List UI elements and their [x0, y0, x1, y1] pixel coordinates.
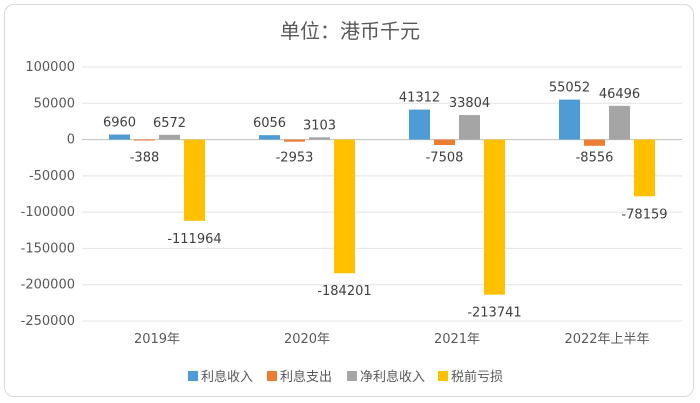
data-label: 3103: [303, 118, 336, 133]
x-axis: 2019年 2020年 2021年 2022年上半年: [134, 332, 650, 347]
bar-净利息收入-2020年: [309, 137, 330, 140]
data-label: -213741: [467, 306, 521, 321]
legend-label: 利息支出: [280, 369, 332, 385]
x-tick-label: 2022年上半年: [564, 332, 649, 347]
legend-swatch: [347, 371, 357, 381]
data-label: 6056: [253, 116, 286, 131]
bar-利息收入-2021年: [409, 109, 430, 140]
x-tick-label: 2019年: [134, 332, 180, 347]
bar-利息支出-2021年: [434, 139, 455, 146]
legend-label: 净利息收入: [360, 369, 425, 385]
data-labels: 6960 -388 6572 -111964 6056 -2953 3103 -184201 4…: [103, 81, 668, 321]
data-label: -8556: [576, 151, 614, 166]
data-label: 41312: [399, 91, 440, 106]
data-label: 46496: [599, 87, 640, 102]
data-label: 6572: [153, 116, 186, 131]
data-label: -388: [130, 151, 160, 166]
bar-净利息收入-2021年: [459, 115, 480, 140]
y-tick-label: -200000: [21, 278, 75, 293]
y-tick-label: -150000: [21, 241, 75, 256]
legend-label: 利息收入: [201, 369, 253, 385]
legend-swatch: [188, 371, 198, 381]
bar-利息收入-2019年: [109, 134, 130, 140]
bar-净利息收入-2022年上半年: [609, 105, 630, 140]
legend: 利息收入 利息支出 净利息收入 税前亏损: [188, 369, 503, 385]
data-label: 6960: [103, 116, 136, 131]
data-label: -2953: [276, 151, 314, 166]
x-tick-label: 2021年: [434, 332, 480, 347]
y-tick-label: 100000: [25, 60, 75, 75]
bar-税前亏损-2022年上半年: [634, 139, 655, 197]
bar-利息收入-2020年: [259, 135, 280, 140]
legend-label: 税前亏损: [451, 369, 503, 385]
data-label: 33804: [449, 96, 490, 111]
y-tick-label: 0: [67, 133, 75, 148]
data-label: -7508: [426, 151, 464, 166]
legend-swatch: [438, 371, 448, 381]
bar-利息收入-2022年上半年: [559, 99, 580, 140]
bar-净利息收入-2019年: [159, 134, 180, 140]
bar-税前亏损-2020年: [334, 139, 355, 274]
bar-利息支出-2020年: [284, 139, 305, 142]
bars: [109, 99, 655, 295]
y-tick-label: -50000: [29, 169, 75, 184]
y-tick-label: 50000: [34, 96, 75, 111]
bar-利息支出-2022年上半年: [584, 139, 605, 146]
y-axis: 100000 50000 0 -50000 -100000 -150000 -200000 -…: [21, 60, 75, 329]
bar-税前亏损-2019年: [184, 139, 205, 221]
bar-税前亏损-2021年: [484, 139, 505, 295]
legend-swatch: [267, 371, 277, 381]
x-tick-label: 2020年: [284, 332, 330, 347]
data-label: -78159: [621, 207, 667, 222]
chart-title: 单位：港币千元: [280, 19, 420, 43]
bar-利息支出-2019年: [134, 139, 155, 141]
data-label: 55052: [549, 81, 590, 96]
gridlines: [82, 66, 682, 322]
data-label: -111964: [167, 232, 221, 247]
y-tick-label: -100000: [21, 205, 75, 220]
y-tick-label: -250000: [21, 314, 75, 329]
data-label: -184201: [317, 284, 371, 299]
